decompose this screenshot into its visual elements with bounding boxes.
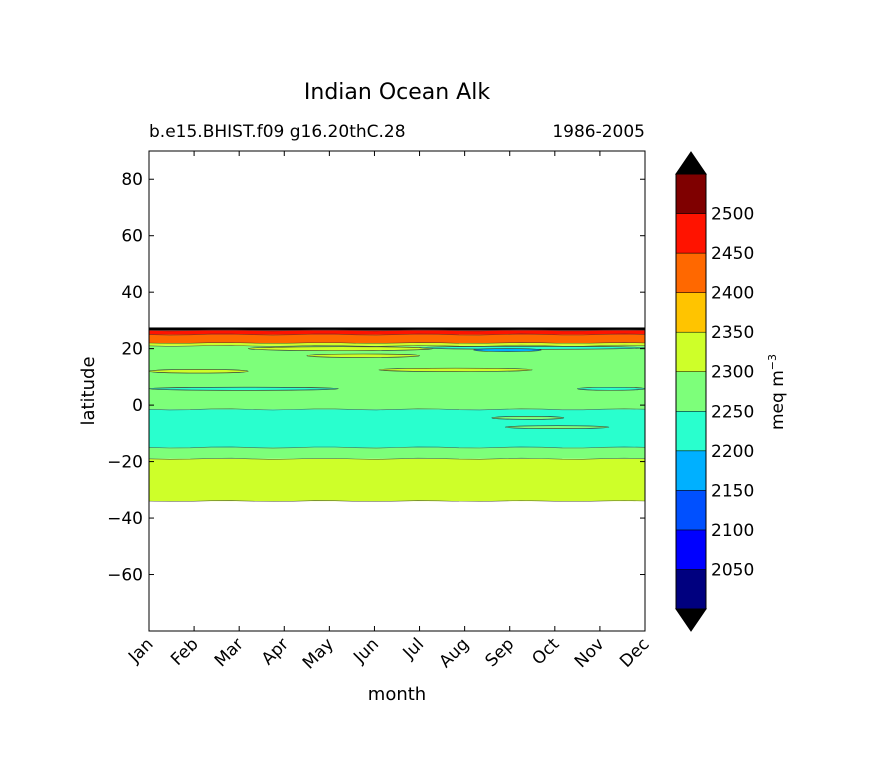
- contour-patch: [473, 348, 542, 352]
- colorbar-tick-label: 2400: [711, 284, 754, 304]
- x-tick-label: May: [299, 634, 338, 673]
- contour-patch: [491, 416, 565, 420]
- contour-patch: [148, 386, 339, 391]
- colorbar-label: meq m−3: [766, 354, 788, 430]
- y-tick-label: 60: [121, 227, 143, 247]
- contour-line: [148, 446, 646, 449]
- contour-band: [149, 327, 645, 331]
- colorbar-tick-label: 2200: [711, 442, 754, 462]
- contour-line: [148, 500, 646, 503]
- colorbar-segment: [675, 213, 707, 254]
- colorbar-tick-label: 2300: [711, 363, 754, 383]
- y-axis: 80 60 40 20 0 −20 −40 −60: [107, 170, 645, 586]
- plot-frame: [148, 150, 646, 632]
- contour-band: [149, 458, 645, 502]
- contour-patch: [306, 353, 420, 358]
- colorbar-segment: [675, 173, 707, 214]
- colorbar-tick-label: 2350: [711, 323, 754, 343]
- x-tick-label: Nov: [571, 634, 609, 672]
- chart-subtitle-right: 1986-2005: [552, 122, 645, 142]
- colorbar-tick-label: 2250: [711, 402, 754, 422]
- colorbar-segment: [675, 331, 707, 372]
- contour-band: [149, 330, 645, 335]
- plot-area: [148, 327, 646, 502]
- colorbar-label-base: meq m: [768, 370, 788, 430]
- colorbar-extend-low: [675, 608, 707, 632]
- contour-patch: [247, 346, 434, 351]
- contour-patch: [504, 425, 610, 429]
- x-tick-label: Aug: [436, 634, 474, 672]
- y-tick-label: 20: [121, 340, 143, 360]
- contour-line: [148, 457, 646, 460]
- contour-line: [148, 408, 646, 411]
- colorbar-segment: [675, 529, 707, 570]
- colorbar-segment: [675, 292, 707, 333]
- colorbar-tick-label: 2100: [711, 521, 754, 541]
- x-tick-label: Feb: [167, 634, 202, 669]
- y-tick-label: 0: [132, 396, 143, 416]
- y-tick-label: 80: [121, 170, 143, 190]
- x-tick-label: Apr: [258, 634, 293, 669]
- colorbar-frame: [675, 173, 707, 610]
- contour-patch: [577, 386, 646, 391]
- y-tick-label: −20: [107, 453, 143, 473]
- colorbar-segment: [675, 252, 707, 293]
- x-tick-label: Mar: [211, 634, 248, 671]
- contour-line: [148, 344, 646, 347]
- x-tick-label: Oct: [528, 634, 563, 669]
- colorbar-tick-label: 2050: [711, 560, 754, 580]
- colorbar-segment: [675, 490, 707, 531]
- colorbar-label-exponent: −3: [766, 354, 779, 370]
- colorbar-tick-label: 2150: [711, 481, 754, 501]
- x-tick-label: Sep: [481, 634, 518, 671]
- contour-band: [149, 334, 645, 343]
- x-tick-label: Dec: [616, 634, 653, 671]
- x-tick-label: Jul: [399, 634, 428, 663]
- chart-title: Indian Ocean Alk: [304, 80, 490, 105]
- x-axis: Jan Feb Mar Apr May Jun Jul Aug Sep Oct Nov Dec: [124, 151, 654, 673]
- colorbar: 2050 2100 2150 2200 2250 2300 2350 2400 2450 2500: [675, 151, 754, 632]
- x-tick-label: Jan: [124, 634, 157, 667]
- contour-band: [149, 343, 645, 346]
- contour-line: [148, 329, 646, 332]
- contour-patch: [148, 369, 249, 374]
- x-tick-label: Jun: [349, 634, 383, 668]
- x-axis-label: month: [368, 684, 426, 705]
- contour-band: [149, 447, 645, 459]
- colorbar-segment: [675, 411, 707, 452]
- contour-lines: [148, 329, 646, 503]
- y-tick-label: 40: [121, 283, 143, 303]
- colorbar-segment: [675, 450, 707, 491]
- contour-line: [148, 333, 646, 336]
- y-tick-label: −40: [107, 509, 143, 529]
- colorbar-extend-high: [675, 151, 707, 175]
- y-tick-label: −60: [107, 566, 143, 586]
- chart-subtitle-left: b.e15.BHIST.f09 g16.20thC.28: [149, 122, 406, 142]
- colorbar-tick-label: 2450: [711, 244, 754, 264]
- contour-patch: [378, 367, 533, 372]
- colorbar-tick-label: 2500: [711, 205, 754, 225]
- contour-line: [148, 342, 646, 344]
- colorbar-segment: [675, 371, 707, 412]
- colorbar-segment: [675, 569, 707, 610]
- y-axis-label: latitude: [78, 356, 99, 425]
